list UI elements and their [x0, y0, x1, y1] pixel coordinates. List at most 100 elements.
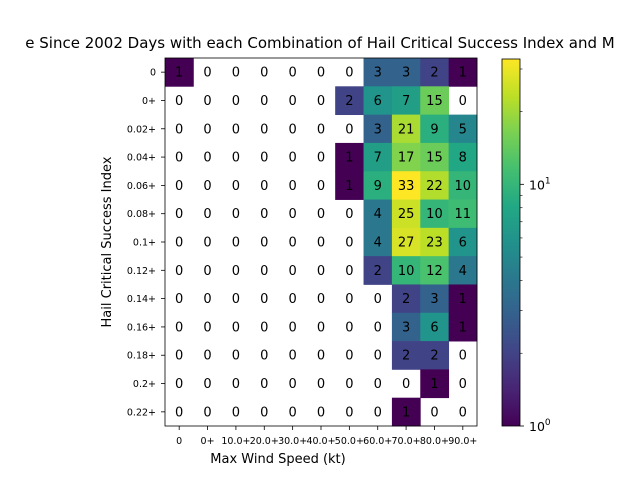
cell-value-label: 0: [203, 264, 211, 279]
cell-value-label: 0: [288, 377, 296, 392]
cell-labels: 1 0 0 0 0 0 0 3 3 2 10 0 0 0 0 0 2 6 7 15 00 0 0 0 0 0 0 3 21 9 50 0 0 0 0…: [175, 66, 471, 421]
cell-value-label: 0: [459, 405, 467, 420]
cell-value-label: 0: [232, 94, 240, 109]
heatmap-cell: [391, 86, 421, 116]
x-axis-ticks: 0 0+ 10.0+ 20.0+ 30.0+ 40.0+ 50.0+ 60.0+ 70.0+ 80…: [176, 426, 477, 447]
cell-value-label: 9: [374, 179, 382, 194]
cell-value-label: 0: [260, 405, 268, 420]
cell-value-label: 10: [426, 207, 443, 222]
cell-value-label: 0: [288, 66, 296, 81]
y-tick-label: 0.22+: [127, 407, 156, 418]
cell-value-label: 0: [260, 292, 268, 307]
cell-value-label: 10: [398, 264, 415, 279]
cell-value-label: 0: [288, 292, 296, 307]
cell-value-label: 0: [260, 207, 268, 222]
y-axis-ticks: 0 0+ 0.02+ 0.04+ 0.06+ 0.08+ 0.1+ 0.12+ 0.14+ 0.1…: [127, 68, 165, 418]
cell-value-label: 0: [317, 320, 325, 335]
cell-value-label: 0: [203, 292, 211, 307]
cell-value-label: 0: [260, 179, 268, 194]
cell-value-label: 0: [232, 405, 240, 420]
cell-value-label: 0: [175, 320, 183, 335]
cell-value-label: 0: [232, 236, 240, 251]
heatmap-cell: [420, 199, 450, 229]
x-tick-label: 70.0+: [392, 436, 421, 447]
heatmap-cell: [420, 227, 450, 257]
x-tick-label: 10.0+: [221, 436, 250, 447]
cell-value-label: 0: [288, 236, 296, 251]
heatmap-cell: [420, 142, 450, 172]
y-tick-label: 0.14+: [127, 294, 156, 305]
cell-value-label: 0: [260, 320, 268, 335]
cell-value-label: 0: [317, 405, 325, 420]
heatmap-cell: [335, 171, 364, 200]
cell-value-label: 0: [175, 405, 183, 420]
cell-value-label: 17: [398, 151, 415, 166]
cell-value-label: 9: [430, 122, 438, 137]
cell-value-label: 1: [430, 377, 438, 392]
y-tick-label: 0.16+: [127, 322, 156, 333]
heatmap-cell: [391, 397, 421, 427]
heatmap-cell: [363, 227, 393, 257]
cell-value-label: 6: [430, 320, 438, 335]
cell-value-label: 1: [175, 66, 183, 81]
heatmap-cell: [335, 142, 364, 172]
cell-value-label: 0: [317, 264, 325, 279]
heatmap-cell: [391, 312, 421, 342]
cell-value-label: 0: [260, 94, 268, 109]
cell-value-label: 0: [345, 264, 353, 279]
x-tick-label: 40.0+: [306, 436, 335, 447]
cell-value-label: 0: [175, 94, 183, 109]
cell-value-label: 0: [430, 405, 438, 420]
cell-value-label: 0: [175, 349, 183, 364]
cell-value-label: 0: [317, 179, 325, 194]
cell-value-label: 8: [459, 151, 467, 166]
y-tick-label: 0: [150, 68, 156, 79]
cell-value-label: 0: [203, 320, 211, 335]
heatmap-cell: [420, 256, 450, 285]
cell-value-label: 7: [402, 94, 410, 109]
cell-value-label: 3: [430, 292, 438, 307]
cell-value-label: 0: [203, 94, 211, 109]
cell-value-label: 1: [345, 151, 353, 166]
heatmap-cell: [448, 171, 478, 200]
cell-value-label: 0: [317, 151, 325, 166]
cell-value-label: 0: [374, 377, 382, 392]
heatmap-cell: [448, 256, 478, 285]
cell-value-label: 4: [374, 236, 382, 251]
colorbar-ticks: 100 101: [520, 68, 551, 434]
heatmap-cell: [363, 58, 393, 87]
cell-value-label: 1: [345, 179, 353, 194]
cell-value-label: 0: [232, 292, 240, 307]
cell-value-label: 6: [374, 94, 382, 109]
heatmap-cell: [420, 341, 450, 370]
cell-value-label: 0: [317, 66, 325, 81]
heatmap-cell: [420, 58, 450, 87]
heatmap-cell: [363, 256, 393, 285]
heatmap-cell: [448, 58, 478, 87]
chart-title: e Since 2002 Days with each Combination …: [25, 34, 614, 52]
cell-value-label: 33: [398, 179, 415, 194]
cell-value-label: 0: [175, 264, 183, 279]
cell-value-label: 4: [459, 264, 467, 279]
cell-value-label: 0: [345, 292, 353, 307]
cell-value-label: 0: [317, 377, 325, 392]
heatmap-cell: [391, 142, 421, 172]
y-tick-label: 0.18+: [127, 351, 156, 362]
x-tick-label: 50.0+: [335, 436, 364, 447]
cell-value-label: 3: [374, 66, 382, 81]
heatmap-cell: [420, 86, 450, 116]
cell-value-label: 2: [430, 66, 438, 81]
cell-value-label: 2: [430, 349, 438, 364]
cell-value-label: 0: [232, 66, 240, 81]
cell-value-label: 0: [374, 292, 382, 307]
cell-value-label: 3: [402, 320, 410, 335]
heatmap-cell: [391, 227, 421, 257]
cell-value-label: 0: [203, 66, 211, 81]
heatmap-cell: [391, 199, 421, 229]
cell-value-label: 0: [175, 377, 183, 392]
y-tick-label: 0.08+: [127, 209, 156, 220]
cell-value-label: 0: [459, 377, 467, 392]
cell-value-label: 0: [345, 320, 353, 335]
cell-value-label: 0: [203, 179, 211, 194]
heatmap-cell: [363, 114, 393, 144]
